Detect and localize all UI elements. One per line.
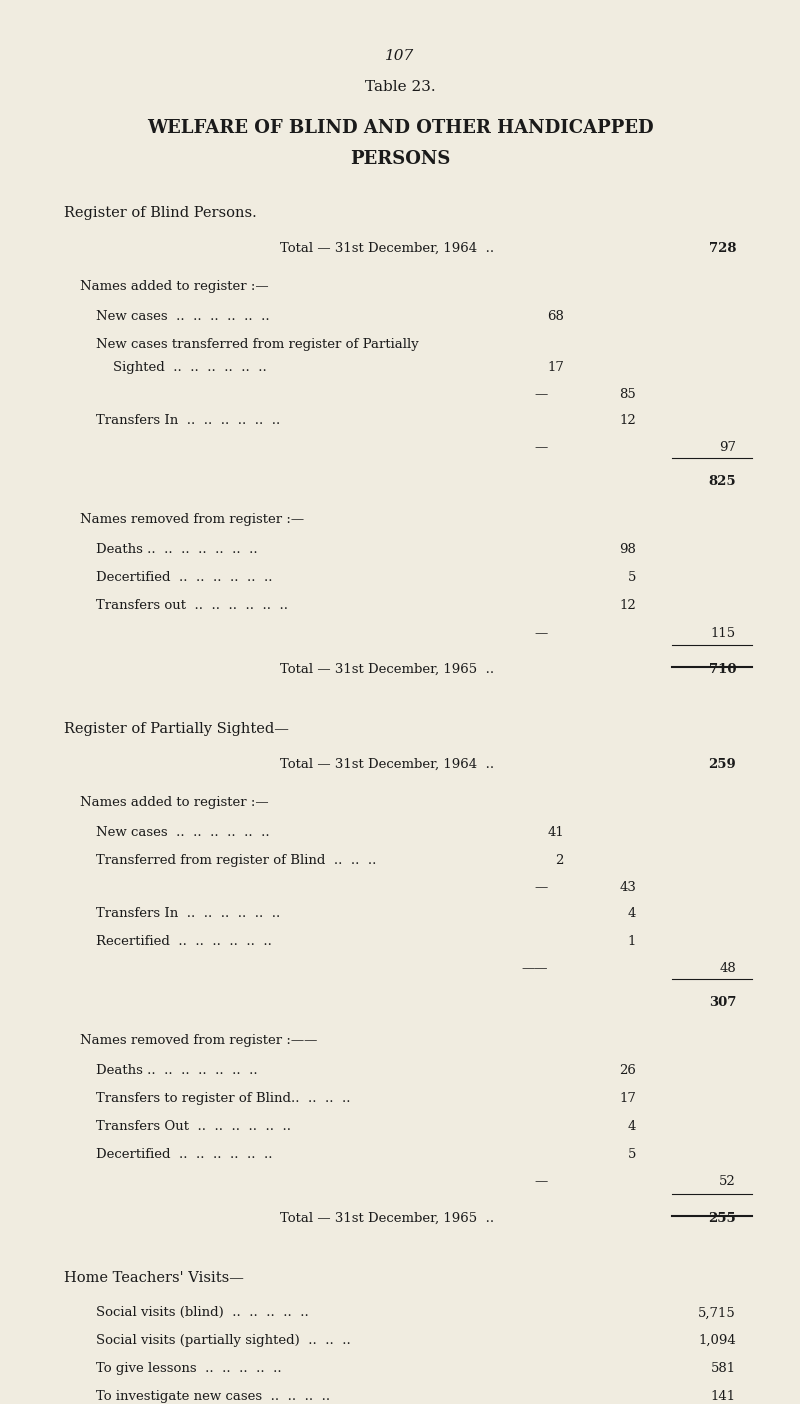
Text: 12: 12 <box>619 600 636 612</box>
Text: Social visits (blind)  ..  ..  ..  ..  ..: Social visits (blind) .. .. .. .. .. <box>96 1306 309 1320</box>
Text: 12: 12 <box>619 414 636 427</box>
Text: PERSONS: PERSONS <box>350 150 450 168</box>
Text: 43: 43 <box>619 882 636 894</box>
Text: Transfers to register of Blind..  ..  ..  ..: Transfers to register of Blind.. .. .. .… <box>96 1092 350 1105</box>
Text: 26: 26 <box>619 1064 636 1077</box>
Text: Total — 31st December, 1964  ..: Total — 31st December, 1964 .. <box>280 758 494 771</box>
Text: 4: 4 <box>628 1120 636 1133</box>
Text: 1,094: 1,094 <box>698 1334 736 1346</box>
Text: —: — <box>534 1175 548 1188</box>
Text: —: — <box>534 882 548 894</box>
Text: Names removed from register :——: Names removed from register :—— <box>80 1033 318 1047</box>
Text: 97: 97 <box>719 441 736 455</box>
Text: Total — 31st December, 1964  ..: Total — 31st December, 1964 .. <box>280 241 494 254</box>
Text: New cases transferred from register of Partially: New cases transferred from register of P… <box>96 338 418 351</box>
Text: Names added to register :—: Names added to register :— <box>80 796 269 809</box>
Text: Transfers In  ..  ..  ..  ..  ..  ..: Transfers In .. .. .. .. .. .. <box>96 907 280 920</box>
Text: 710: 710 <box>709 663 736 677</box>
Text: 259: 259 <box>708 758 736 771</box>
Text: To give lessons  ..  ..  ..  ..  ..: To give lessons .. .. .. .. .. <box>96 1362 282 1375</box>
Text: —: — <box>534 441 548 455</box>
Text: Total — 31st December, 1965  ..: Total — 31st December, 1965 .. <box>280 1212 494 1224</box>
Text: Decertified  ..  ..  ..  ..  ..  ..: Decertified .. .. .. .. .. .. <box>96 571 273 584</box>
Text: 17: 17 <box>547 361 564 373</box>
Text: Deaths ..  ..  ..  ..  ..  ..  ..: Deaths .. .. .. .. .. .. .. <box>96 1064 258 1077</box>
Text: —: — <box>534 626 548 640</box>
Text: 728: 728 <box>709 241 736 254</box>
Text: 68: 68 <box>547 310 564 323</box>
Text: 581: 581 <box>711 1362 736 1375</box>
Text: Transfers out  ..  ..  ..  ..  ..  ..: Transfers out .. .. .. .. .. .. <box>96 600 288 612</box>
Text: 41: 41 <box>547 826 564 838</box>
Text: Names added to register :—: Names added to register :— <box>80 279 269 292</box>
Text: Decertified  ..  ..  ..  ..  ..  ..: Decertified .. .. .. .. .. .. <box>96 1147 273 1161</box>
Text: 307: 307 <box>709 995 736 1009</box>
Text: 5,715: 5,715 <box>698 1306 736 1320</box>
Text: —: — <box>534 389 548 402</box>
Text: Sighted  ..  ..  ..  ..  ..  ..: Sighted .. .. .. .. .. .. <box>96 361 266 373</box>
Text: ——: —— <box>522 962 548 976</box>
Text: 5: 5 <box>628 571 636 584</box>
Text: Table 23.: Table 23. <box>365 80 435 94</box>
Text: Register of Partially Sighted—: Register of Partially Sighted— <box>64 722 289 736</box>
Text: New cases  ..  ..  ..  ..  ..  ..: New cases .. .. .. .. .. .. <box>96 310 270 323</box>
Text: 107: 107 <box>386 49 414 63</box>
Text: New cases  ..  ..  ..  ..  ..  ..: New cases .. .. .. .. .. .. <box>96 826 270 838</box>
Text: Home Teachers' Visits—: Home Teachers' Visits— <box>64 1271 244 1285</box>
Text: Deaths ..  ..  ..  ..  ..  ..  ..: Deaths .. .. .. .. .. .. .. <box>96 543 258 556</box>
Text: 5: 5 <box>628 1147 636 1161</box>
Text: 825: 825 <box>708 475 736 489</box>
Text: Register of Blind Persons.: Register of Blind Persons. <box>64 206 257 220</box>
Text: 1: 1 <box>628 935 636 948</box>
Text: Transferred from register of Blind  ..  ..  ..: Transferred from register of Blind .. ..… <box>96 854 376 866</box>
Text: 17: 17 <box>619 1092 636 1105</box>
Text: 141: 141 <box>711 1390 736 1403</box>
Text: Names removed from register :—: Names removed from register :— <box>80 512 304 526</box>
Text: 52: 52 <box>719 1175 736 1188</box>
Text: 98: 98 <box>619 543 636 556</box>
Text: Transfers In  ..  ..  ..  ..  ..  ..: Transfers In .. .. .. .. .. .. <box>96 414 280 427</box>
Text: Recertified  ..  ..  ..  ..  ..  ..: Recertified .. .. .. .. .. .. <box>96 935 272 948</box>
Text: 2: 2 <box>556 854 564 866</box>
Text: Total — 31st December, 1965  ..: Total — 31st December, 1965 .. <box>280 663 494 677</box>
Text: 255: 255 <box>708 1212 736 1224</box>
Text: WELFARE OF BLIND AND OTHER HANDICAPPED: WELFARE OF BLIND AND OTHER HANDICAPPED <box>146 119 654 138</box>
Text: To investigate new cases  ..  ..  ..  ..: To investigate new cases .. .. .. .. <box>96 1390 330 1403</box>
Text: 4: 4 <box>628 907 636 920</box>
Text: Transfers Out  ..  ..  ..  ..  ..  ..: Transfers Out .. .. .. .. .. .. <box>96 1120 291 1133</box>
Text: 85: 85 <box>619 389 636 402</box>
Text: 48: 48 <box>719 962 736 976</box>
Text: 115: 115 <box>711 626 736 640</box>
Text: Social visits (partially sighted)  ..  ..  ..: Social visits (partially sighted) .. .. … <box>96 1334 350 1346</box>
